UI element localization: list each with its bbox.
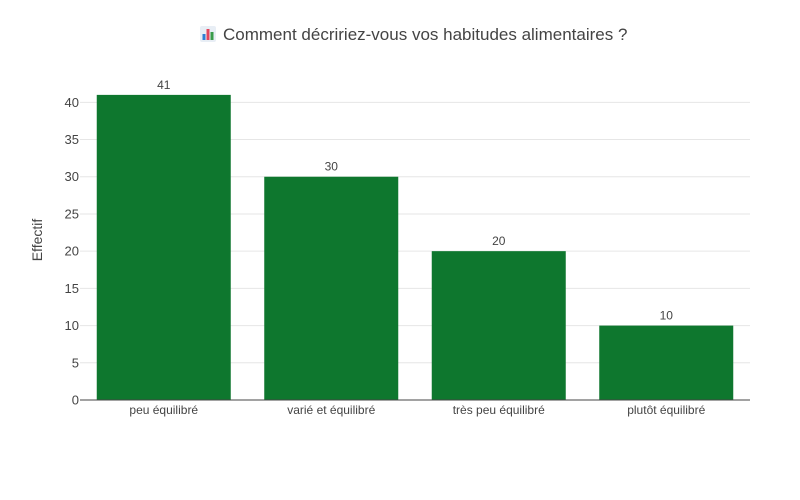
- x-tick-label: peu équilibré: [129, 403, 198, 417]
- x-tick-label: varié et équilibré: [287, 403, 375, 417]
- y-tick-label: 10: [65, 318, 79, 333]
- bar[interactable]: [431, 251, 566, 400]
- bar[interactable]: [264, 176, 399, 400]
- y-tick-label: 30: [65, 169, 79, 184]
- bar-chart-icon: [200, 26, 216, 42]
- x-axis-ticks: peu équilibré varié et équilibré très peu …: [129, 403, 705, 417]
- chart-title: Comment décririez-vous vos habitudes ali…: [223, 25, 627, 44]
- y-tick-label: 20: [65, 244, 79, 259]
- bar-value-label: 10: [660, 309, 674, 323]
- bar-value-label: 30: [325, 160, 339, 174]
- y-tick-label: 35: [65, 132, 79, 147]
- bar[interactable]: [599, 325, 734, 400]
- chart-title-group: Comment décririez-vous vos habitudes ali…: [200, 25, 627, 44]
- y-tick-label: 5: [72, 355, 79, 370]
- bar[interactable]: [96, 94, 231, 400]
- bar-value-label: 20: [492, 234, 506, 248]
- x-tick-label: plutôt équilibré: [627, 403, 705, 417]
- y-axis-ticks: 0 5 10 15 20 25 30 35 40: [65, 95, 79, 408]
- data-labels: 41 30 20 10: [157, 78, 673, 323]
- y-tick-label: 40: [65, 95, 79, 110]
- y-tick-label: 15: [65, 281, 79, 296]
- y-tick-label: 25: [65, 206, 79, 221]
- y-axis-title: Effectif: [29, 219, 45, 262]
- bar-value-label: 41: [157, 78, 171, 92]
- x-tick-label: très peu équilibré: [453, 403, 545, 417]
- y-tick-label: 0: [72, 393, 79, 408]
- bars: [96, 94, 734, 400]
